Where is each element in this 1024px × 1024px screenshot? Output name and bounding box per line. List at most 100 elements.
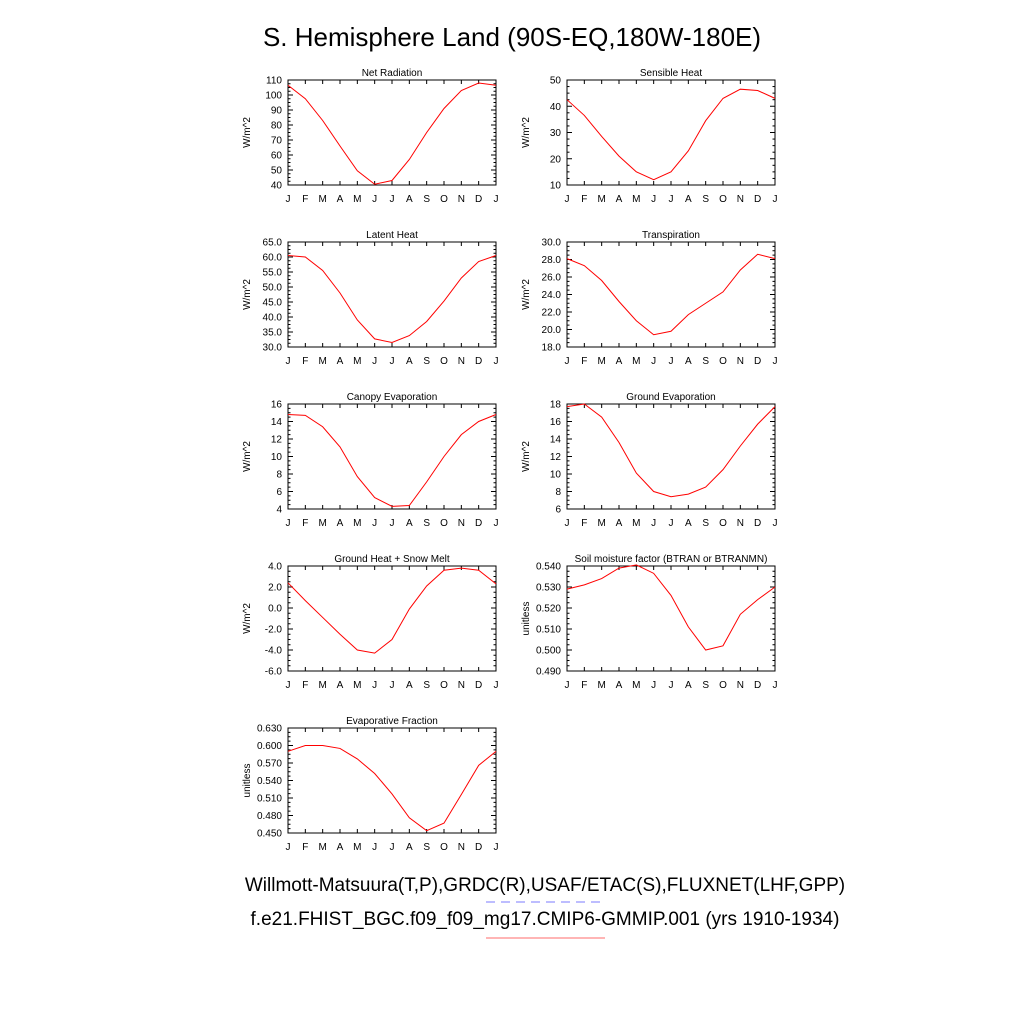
x-tick-label: M	[318, 842, 326, 853]
x-tick-label: A	[337, 356, 344, 367]
x-tick-label: J	[651, 194, 656, 205]
x-tick-label: F	[302, 680, 308, 691]
y-tick-label: 20.0	[542, 325, 562, 336]
x-tick-label: N	[737, 356, 744, 367]
y-tick-label: 50	[271, 166, 283, 177]
y-tick-label: 18	[550, 400, 562, 411]
y-tick-label: 20	[550, 154, 562, 165]
y-tick-label: 16	[550, 417, 562, 428]
y-tick-label: 0.540	[536, 562, 561, 573]
x-tick-label: D	[475, 842, 482, 853]
x-tick-label: M	[597, 356, 605, 367]
y-tick-label: 50.0	[263, 283, 283, 294]
x-tick-label: J	[669, 518, 674, 529]
footer-model-line: f.e21.FHIST_BGC.f09_f09_mg17.CMIP6-GMMIP…	[251, 909, 840, 930]
x-tick-label: J	[372, 356, 377, 367]
x-tick-label: M	[597, 518, 605, 529]
y-tick-label: 100	[265, 91, 282, 102]
plot-frame	[566, 565, 776, 672]
y-axis-label: W/m^2	[242, 117, 253, 148]
y-axis-label: W/m^2	[521, 441, 532, 472]
x-tick-label: N	[458, 842, 465, 853]
y-tick-label: 26.0	[542, 273, 562, 284]
x-tick-label: F	[581, 194, 587, 205]
x-tick-label: J	[669, 356, 674, 367]
y-tick-label: 45.0	[263, 298, 283, 309]
plot-frame	[566, 403, 776, 510]
y-tick-label: -2.0	[265, 625, 283, 636]
x-tick-label: J	[494, 518, 499, 529]
y-axis-label: W/m^2	[242, 441, 253, 472]
y-tick-label: 12	[271, 435, 283, 446]
x-tick-label: A	[685, 518, 692, 529]
x-tick-label: D	[754, 680, 761, 691]
plot-frame	[287, 565, 497, 672]
x-tick-label: O	[440, 680, 448, 691]
x-tick-label: A	[337, 842, 344, 853]
x-tick-label: S	[702, 194, 709, 205]
panel-title: Evaporative Fraction	[346, 716, 438, 727]
x-tick-label: J	[372, 518, 377, 529]
panel-title: Ground Evaporation	[626, 392, 716, 403]
y-tick-label: 110	[266, 76, 282, 87]
x-tick-label: A	[406, 518, 413, 529]
x-tick-label: S	[423, 842, 430, 853]
panel-title: Net Radiation	[362, 68, 423, 79]
x-tick-label: O	[719, 194, 727, 205]
y-tick-label: 0.520	[536, 604, 561, 615]
x-tick-label: A	[337, 518, 344, 529]
plot-frame	[287, 403, 497, 510]
x-tick-label: N	[458, 518, 465, 529]
x-tick-label: S	[423, 356, 430, 367]
series-line-latent-heat	[287, 255, 497, 344]
series-line-ground-heat-snow-melt	[287, 567, 497, 654]
x-tick-label: F	[302, 356, 308, 367]
x-tick-label: M	[318, 194, 326, 205]
y-tick-label: 12	[550, 452, 562, 463]
x-tick-label: F	[581, 356, 587, 367]
plot-frame	[287, 727, 497, 834]
x-tick-label: A	[616, 356, 623, 367]
series-line-net-radiation	[287, 82, 497, 185]
x-tick-label: J	[372, 842, 377, 853]
footer-obs-line: Willmott-Matsuura(T,P),GRDC(R),USAF/ETAC…	[245, 875, 845, 896]
x-tick-label: D	[475, 680, 482, 691]
x-tick-label: M	[353, 194, 361, 205]
x-tick-label: A	[406, 842, 413, 853]
x-tick-label: O	[719, 356, 727, 367]
x-tick-label: J	[565, 518, 570, 529]
x-tick-label: N	[458, 356, 465, 367]
y-tick-label: 60	[271, 151, 283, 162]
x-tick-label: M	[318, 680, 326, 691]
panel-title: Transpiration	[642, 230, 700, 241]
x-tick-label: J	[390, 356, 395, 367]
x-tick-label: M	[318, 518, 326, 529]
x-tick-label: J	[494, 680, 499, 691]
series-line-transpiration	[566, 253, 776, 336]
x-tick-label: D	[475, 518, 482, 529]
x-tick-label: M	[353, 356, 361, 367]
y-axis-label: W/m^2	[521, 117, 532, 148]
x-tick-label: J	[286, 194, 291, 205]
y-tick-label: 30.0	[542, 238, 562, 249]
y-tick-label: 40	[550, 102, 562, 113]
x-tick-label: J	[390, 194, 395, 205]
y-tick-label: 18.0	[542, 343, 562, 354]
y-tick-label: 70	[271, 136, 283, 147]
x-tick-label: S	[702, 356, 709, 367]
x-tick-label: N	[458, 194, 465, 205]
x-tick-label: N	[737, 194, 744, 205]
y-tick-label: 0.510	[257, 794, 282, 805]
x-tick-label: J	[773, 680, 778, 691]
y-tick-label: 0.490	[536, 667, 561, 678]
y-tick-label: 0.600	[257, 741, 282, 752]
x-tick-label: J	[286, 518, 291, 529]
x-tick-label: F	[581, 680, 587, 691]
y-tick-label: 0.0	[268, 604, 282, 615]
